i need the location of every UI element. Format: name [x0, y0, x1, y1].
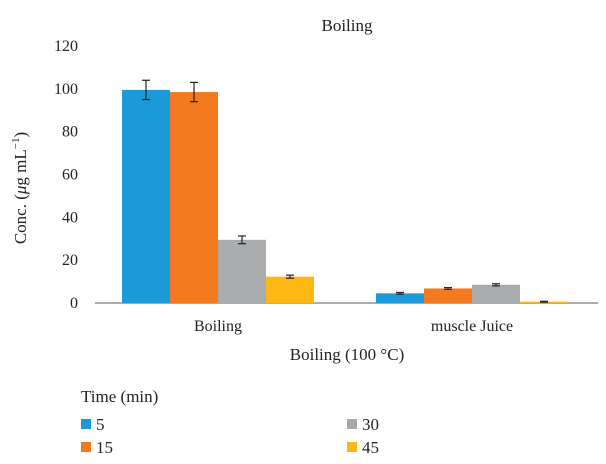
bars	[122, 89, 568, 303]
error-bar-15-min-0	[190, 81, 198, 103]
y-tick-label: 20	[62, 252, 78, 269]
x-tick-label: muscle Juice	[431, 318, 513, 335]
bar-5-min-0	[122, 89, 170, 303]
x-axis-ticks: Boiling muscle Juice	[194, 318, 513, 335]
y-axis-label-close: )	[11, 132, 30, 138]
y-axis-ticks: 0 20 40 60 80 100 120	[54, 38, 78, 312]
y-axis-label-prefix: Conc. (	[11, 194, 30, 244]
y-tick-label: 80	[62, 124, 78, 141]
error-bar-5-min-1	[396, 291, 404, 295]
legend: 5 15 30 45	[81, 415, 379, 457]
y-axis-label-unit: g mL	[11, 149, 30, 185]
bar-15-min-1	[424, 288, 472, 303]
legend-swatch-30	[347, 419, 357, 429]
error-bars	[142, 79, 548, 303]
legend-title: Time (min)	[81, 387, 158, 406]
bar-45-min-0	[266, 276, 314, 303]
svg-text:Conc. (μg mL−1): Conc. (μg mL−1)	[10, 132, 30, 244]
bar-30-min-0	[218, 239, 266, 303]
x-axis-label: Boiling (100 °C)	[290, 345, 404, 364]
error-bar-15-min-1	[444, 286, 452, 290]
legend-swatch-15	[81, 442, 91, 452]
legend-label-45: 45	[362, 438, 379, 457]
legend-label-5: 5	[96, 415, 105, 434]
bar-15-min-0	[170, 92, 218, 303]
y-axis-label-mu: μ	[11, 186, 30, 196]
bar-30-min-1	[472, 284, 520, 303]
y-axis-label-exponent: −1	[10, 138, 22, 150]
y-tick-label: 60	[62, 167, 78, 184]
y-tick-label: 120	[54, 38, 78, 55]
bar-5-min-1	[376, 293, 424, 303]
y-tick-label: 40	[62, 209, 78, 226]
y-tick-label: 0	[70, 295, 78, 312]
error-bar-45-min-0	[286, 274, 294, 279]
legend-swatch-5	[81, 419, 91, 429]
legend-label-30: 30	[362, 415, 379, 434]
legend-label-15: 15	[96, 438, 113, 457]
error-bar-30-min-1	[492, 283, 500, 287]
error-bar-45-min-1	[540, 300, 548, 303]
x-tick-label: Boiling	[194, 318, 242, 335]
legend-swatch-45	[347, 442, 357, 452]
error-bar-30-min-0	[238, 235, 246, 245]
chart-title: Boiling	[321, 16, 373, 35]
y-tick-label: 100	[54, 81, 78, 98]
y-axis-label: Conc. (μg mL−1)	[10, 132, 30, 244]
error-bar-5-min-0	[142, 79, 150, 101]
